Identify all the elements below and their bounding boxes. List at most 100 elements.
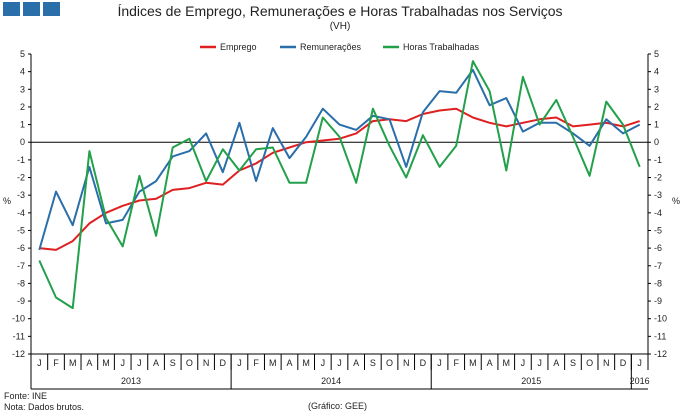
y-tick-label-right: -3: [654, 190, 662, 200]
y-tick-label-left: -1: [17, 155, 25, 165]
x-tick-label: O: [386, 358, 393, 368]
y-tick-label-left: -2: [17, 173, 25, 183]
y-axis-label-right: %: [672, 196, 680, 206]
x-tick-label: F: [253, 358, 259, 368]
y-tick-label-right: -6: [654, 243, 662, 253]
y-tick-label-right: -4: [654, 208, 662, 218]
series-lines: [38, 60, 641, 310]
y-tick-label-right: -7: [654, 261, 662, 271]
y-tick-label-left: -8: [17, 278, 25, 288]
x-tick-label: A: [353, 358, 359, 368]
plot-area: [30, 54, 649, 355]
x-tick-label: J: [537, 358, 542, 368]
x-tick-label: O: [586, 358, 593, 368]
y-tick-label-right: 1: [654, 120, 659, 130]
chart-subtitle: (VH): [330, 21, 351, 32]
x-tick-label: F: [453, 358, 459, 368]
y-tick-label-right: 2: [654, 102, 659, 112]
y-tick-label-right: -10: [654, 314, 667, 324]
x-tick-label: J: [437, 358, 442, 368]
y-tick-label-right: -1: [654, 155, 662, 165]
x-tick-label: A: [86, 358, 92, 368]
y-tick-label-right: -8: [654, 278, 662, 288]
x-tick-label: N: [203, 358, 210, 368]
x-tick-label: M: [469, 358, 477, 368]
logo: [3, 2, 61, 17]
y-tick-label-right: -5: [654, 225, 662, 235]
chart-credit: (Gráfico: GEE): [308, 401, 368, 411]
x-tick-label: J: [321, 358, 326, 368]
year-label: 2015: [521, 376, 541, 386]
x-tick-label: N: [603, 358, 610, 368]
y-tick-label-left: 1: [20, 120, 25, 130]
y-tick-label-left: 5: [20, 49, 25, 59]
x-tick-label: N: [403, 358, 410, 368]
x-tick-label: M: [69, 358, 77, 368]
year-label: 2014: [321, 376, 341, 386]
y-tick-label-left: -4: [17, 208, 25, 218]
x-tick-label: J: [637, 358, 642, 368]
x-tick-label: S: [370, 358, 376, 368]
x-tick-label: O: [186, 358, 193, 368]
x-tick-label: M: [302, 358, 310, 368]
y-tick-label-right: -9: [654, 296, 662, 306]
source-note: Fonte: INE: [4, 391, 48, 401]
data-note: Nota: Dados brutos.: [4, 402, 85, 412]
y-tick-label-right: -11: [654, 331, 666, 341]
x-tick-label: J: [120, 358, 125, 368]
x-tick-label: A: [153, 358, 159, 368]
series-line-remunerações: [38, 68, 641, 251]
logo-block-3: [43, 2, 60, 16]
legend-label: Horas Trabalhadas: [403, 42, 480, 52]
x-tick-label: S: [570, 358, 576, 368]
y-tick-label-left: 0: [20, 137, 25, 147]
y-tick-label-right: -12: [654, 349, 667, 359]
logo-block-2: [23, 2, 40, 16]
year-label: 2016: [630, 376, 650, 386]
x-tick-label: A: [553, 358, 559, 368]
series-line-horas-trabalhadas: [38, 60, 641, 310]
x-tick-label: D: [420, 358, 427, 368]
y-tick-label-right: -2: [654, 173, 662, 183]
x-tick-label: F: [53, 358, 59, 368]
x-tick-label: A: [487, 358, 493, 368]
x-tick-label: J: [37, 358, 42, 368]
y-axis-label-left: %: [3, 196, 11, 206]
y-tick-label-right: 3: [654, 84, 659, 94]
y-tick-label-left: -7: [17, 261, 25, 271]
y-tick-label-right: 5: [654, 49, 659, 59]
x-tick-label: A: [286, 358, 292, 368]
year-label: 2013: [121, 376, 141, 386]
y-axis-right: 5 4 3 2 1 0 -1 -2 -3 -4 -5 -6 -7 -8 -9 -10 -11 -12: [648, 49, 667, 359]
x-tick-label: J: [237, 358, 242, 368]
x-tick-label: J: [337, 358, 342, 368]
x-tick-label: M: [269, 358, 277, 368]
x-tick-label: M: [102, 358, 110, 368]
y-tick-label-left: -6: [17, 243, 25, 253]
y-tick-label-left: 2: [20, 102, 25, 112]
x-axis: J F M A M J J A S O N D J F M A M J J A S O N D J F M A M J J A S O N D J201…: [30, 354, 650, 390]
y-tick-label-left: 4: [20, 67, 25, 77]
y-tick-label-left: -12: [12, 349, 25, 359]
y-tick-label-left: 3: [20, 84, 25, 94]
x-tick-label: J: [521, 358, 526, 368]
y-tick-label-right: 4: [654, 67, 659, 77]
x-tick-label: M: [503, 358, 511, 368]
y-tick-label-right: 0: [654, 137, 659, 147]
legend: Emprego Remunerações Horas Trabalhadas: [200, 42, 480, 52]
y-tick-label-left: -10: [12, 314, 25, 324]
x-tick-label: D: [620, 358, 627, 368]
y-tick-label-left: -5: [17, 225, 25, 235]
x-tick-label: D: [220, 358, 227, 368]
chart-title: Índices de Emprego, Remunerações e Horas…: [117, 3, 562, 19]
y-tick-label-left: -11: [13, 331, 25, 341]
legend-label: Remunerações: [300, 42, 362, 52]
series-line-emprego: [39, 107, 641, 251]
y-tick-label-left: -3: [17, 190, 25, 200]
legend-label: Emprego: [220, 42, 257, 52]
x-tick-label: J: [137, 358, 142, 368]
x-tick-label: S: [170, 358, 176, 368]
y-tick-label-left: -9: [17, 296, 25, 306]
logo-block-1: [3, 2, 20, 16]
